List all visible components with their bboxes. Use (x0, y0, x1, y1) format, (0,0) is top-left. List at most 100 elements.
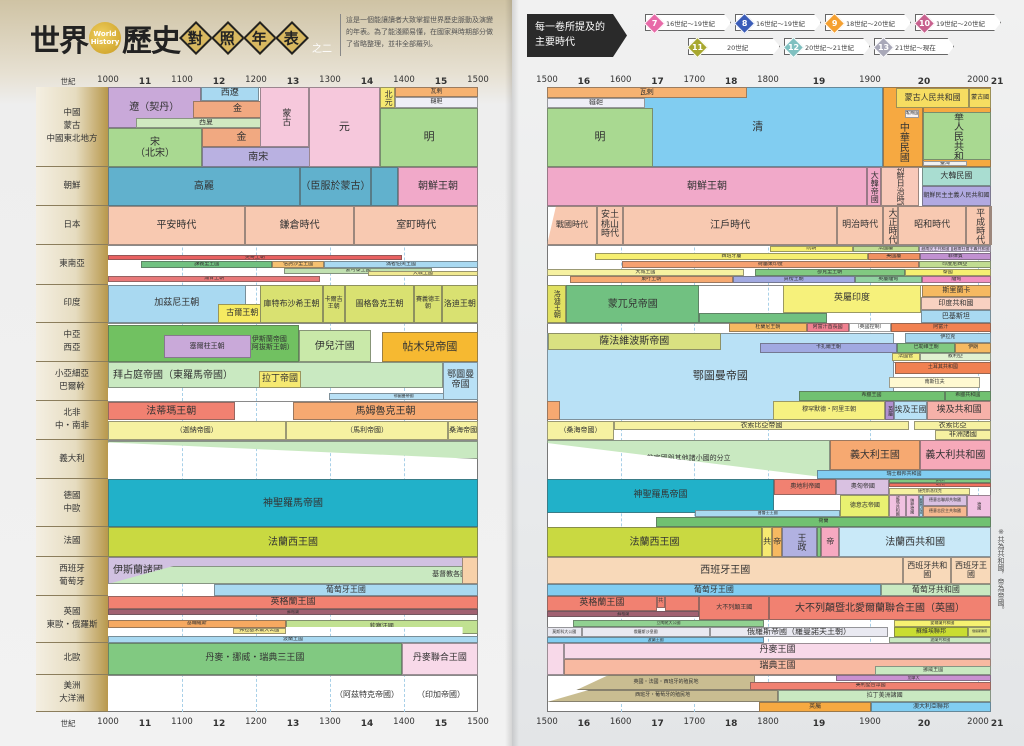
timeline-bar[interactable]: 蘇格蘭 (108, 609, 478, 615)
timeline-bar[interactable]: 鄂圖曼 帝國 (443, 362, 478, 400)
timeline-bar[interactable]: 滿洲國 (904, 110, 919, 118)
timeline-bar[interactable]: 埃及王國 (893, 401, 928, 420)
timeline-bar[interactable]: 美國屬 (867, 253, 920, 260)
timeline-bar[interactable]: 波蘭王國 (547, 637, 765, 643)
timeline-bar[interactable]: 王政 (782, 527, 817, 557)
timeline-bar[interactable]: 瑞士聯邦共和國 (816, 470, 991, 479)
timeline-bar[interactable]: 神聖羅馬帝國 (547, 479, 775, 513)
timeline-bar[interactable]: 明 (380, 108, 478, 167)
timeline-bar[interactable]: 印度共和國 (920, 297, 991, 310)
timeline-bar[interactable]: 俄羅斯沙皇國 (581, 627, 710, 637)
timeline-bar[interactable]: 滿者伯夷王國 (324, 261, 478, 268)
timeline-bar[interactable]: 俄羅斯聯邦 (968, 627, 991, 637)
timeline-bar[interactable]: 卡扎爾王朝 (759, 343, 897, 353)
timeline-bar[interactable]: （阿茲特克帝國） (330, 686, 404, 704)
timeline-bar[interactable]: 波蘭共和國 (889, 637, 991, 643)
timeline-bar[interactable]: 大韓民國 (921, 167, 991, 186)
timeline-bar[interactable]: 丹麥・挪威・瑞典三王國 (108, 643, 402, 675)
timeline-bar[interactable]: 巴勒維王朝 (897, 343, 956, 353)
timeline-bar[interactable]: 西班牙屬 (594, 253, 868, 260)
timeline-bar[interactable]: 薩法維波斯帝國 (547, 333, 721, 350)
timeline-bar[interactable]: 戰國時代 (547, 206, 598, 245)
timeline-bar[interactable]: 臺灣 (922, 161, 968, 166)
timeline-bar[interactable]: 元 (308, 87, 381, 167)
timeline-bar[interactable]: 普魯士王國 (695, 510, 841, 517)
timeline-bar[interactable]: 朝鮮民主主義人民共和國 (921, 186, 991, 206)
timeline-bar[interactable]: 蘇維埃聯邦 (893, 627, 969, 637)
timeline-bar[interactable]: 奧地利 (889, 479, 991, 483)
timeline-bar[interactable]: 法蘭西王國 (547, 527, 763, 557)
timeline-bar[interactable]: 清 (632, 87, 883, 167)
timeline-bar[interactable]: 聯軍佔領 (918, 495, 923, 517)
timeline-bar[interactable]: 塞爾柱王朝 (163, 335, 251, 358)
timeline-bar[interactable]: 土耳其共和國 (894, 362, 991, 374)
timeline-bar[interactable]: 卡爾吉王朝 (322, 285, 345, 323)
timeline-bar[interactable]: 葡萄牙王國 (213, 584, 478, 596)
timeline-bar[interactable]: 英格蘭王國 (108, 596, 478, 609)
timeline-bar[interactable]: 南斯拉夫 (889, 377, 980, 388)
timeline-bar[interactable]: 法國屬 (852, 246, 919, 252)
timeline-bar[interactable]: 阿富汗 (890, 323, 991, 332)
timeline-bar[interactable]: 挪威王國 (875, 666, 991, 675)
timeline-bar[interactable] (699, 313, 828, 323)
timeline-bar[interactable] (371, 167, 399, 206)
timeline-bar[interactable] (547, 401, 560, 420)
timeline-bar[interactable]: （英國控制） (848, 323, 891, 332)
timeline-bar[interactable]: 奧地利帝國 (774, 479, 837, 495)
timeline-bar[interactable]: 共 (656, 596, 665, 608)
timeline-bar[interactable]: 平安時代 (108, 206, 245, 245)
timeline-bar[interactable]: 義大利王國 (830, 440, 920, 470)
timeline-bar[interactable]: 洛迪王朝 (547, 285, 567, 323)
timeline-bar[interactable]: 蒲甘王朝 (108, 276, 321, 282)
timeline-bar[interactable]: 卻克里王朝 (754, 269, 905, 276)
timeline-bar[interactable]: 威瑪共和國 (889, 495, 906, 517)
timeline-bar[interactable]: 賽義德王朝 (414, 285, 442, 323)
timeline-bar[interactable]: 拉丁帝國 (258, 371, 302, 388)
timeline-bar[interactable]: 吳哥王朝 (108, 255, 402, 260)
timeline-bar[interactable]: 杜蘭尼王朝 (728, 323, 807, 332)
timeline-bar[interactable]: 帝 (821, 527, 840, 557)
timeline-bar[interactable]: 洛迪王朝 (441, 285, 478, 323)
timeline-bar[interactable] (547, 643, 564, 675)
timeline-bar[interactable]: 愛爾蘭共和國 (893, 620, 991, 627)
timeline-bar[interactable]: 越南民主共和國 (918, 246, 953, 252)
timeline-bar[interactable]: 莫斯科大公國 (547, 627, 582, 637)
timeline-bar[interactable] (462, 557, 478, 584)
timeline-bar[interactable]: 中華人民共和國 (922, 112, 991, 160)
timeline-bar[interactable]: 蒙古人民共和國 (895, 88, 970, 108)
timeline-bar[interactable]: 大不列顛暨北愛爾蘭聯合王國（英國） (769, 596, 991, 620)
timeline-bar[interactable]: （馬利帝國） (285, 421, 449, 440)
timeline-bar[interactable]: 法蘭西王國 (108, 527, 478, 557)
timeline-bar[interactable]: （印加帝國） (404, 686, 478, 704)
timeline-bar[interactable] (664, 596, 700, 611)
timeline-bar[interactable]: 瓦剌 (395, 87, 478, 97)
timeline-bar[interactable]: 蒙古國 (969, 88, 991, 108)
timeline-bar[interactable]: 昭和時代 (898, 206, 967, 245)
timeline-bar[interactable]: 穆罕默德・阿里王朝 (773, 401, 886, 420)
timeline-bar[interactable]: 伊拉克 (904, 333, 991, 343)
timeline-bar[interactable]: 葡萄牙共和國 (880, 584, 991, 596)
timeline-bar[interactable]: 庫特布沙希王朝 (260, 285, 323, 323)
timeline-bar[interactable]: 韃靼 (547, 98, 645, 108)
timeline-bar[interactable]: 西班牙王國 (951, 557, 991, 584)
timeline-bar[interactable]: 希臘共和國 (944, 391, 991, 401)
timeline-bar[interactable]: 荷蘭 (656, 517, 991, 527)
timeline-bar[interactable]: 越南社會主義共和國 (952, 246, 991, 252)
timeline-bar[interactable]: 菲律賓 (919, 253, 991, 260)
timeline-bar[interactable]: 帝 (772, 527, 783, 557)
timeline-bar[interactable]: 西班牙共和國 (903, 557, 951, 584)
timeline-bar[interactable]: 蒙古 (260, 87, 309, 147)
timeline-bar[interactable]: 荷屬東印度 (622, 261, 919, 268)
timeline-bar[interactable]: 非洲諸國 (934, 430, 991, 440)
timeline-bar[interactable]: 平成時代 (966, 206, 991, 245)
timeline-bar[interactable]: 帖木兒帝國 (381, 332, 478, 362)
timeline-bar[interactable]: （迦納帝國） (108, 421, 286, 440)
timeline-bar[interactable]: 英屬 (885, 401, 894, 420)
timeline-bar[interactable]: 英格蘭王國 (547, 596, 657, 611)
timeline-bar[interactable]: 緬甸 (921, 276, 991, 283)
timeline-bar[interactable]: 共 (762, 527, 773, 557)
timeline-bar[interactable]: 圖格魯克王朝 (344, 285, 415, 323)
timeline-bar[interactable]: 馬姆魯克王朝 (293, 402, 478, 420)
timeline-bar[interactable]: 瓦剌 (547, 87, 747, 98)
timeline-bar[interactable]: （桑海帝國） (547, 421, 615, 440)
